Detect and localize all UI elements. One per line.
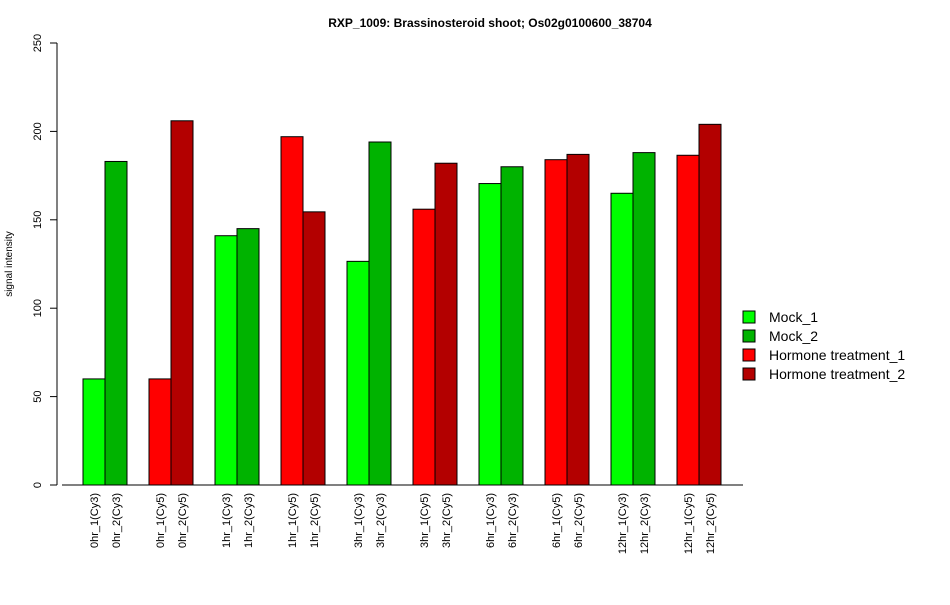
y-tick-label: 50 bbox=[32, 390, 44, 402]
x-tick-label: 0hr_2(Cy5) bbox=[177, 493, 189, 548]
bar-3hr_1(Cy3) bbox=[346, 260, 370, 486]
y-tick-label: 100 bbox=[32, 299, 44, 317]
bar-1hr_1(Cy5) bbox=[280, 136, 304, 486]
bar-6hr_2(Cy3) bbox=[500, 166, 524, 486]
x-tick-label: 6hr_1(Cy5) bbox=[551, 493, 563, 548]
bar-6hr_1(Cy3) bbox=[478, 183, 502, 486]
x-tick-label: 0hr_2(Cy3) bbox=[111, 493, 123, 548]
bar-12hr_2(Cy3) bbox=[632, 152, 656, 486]
y-axis-label: signal intensity bbox=[4, 231, 15, 297]
bar-12hr_1(Cy3) bbox=[610, 192, 634, 486]
x-tick-label: 0hr_1(Cy3) bbox=[89, 493, 101, 548]
bar-3hr_2(Cy3) bbox=[368, 141, 392, 486]
bar-12hr_2(Cy5) bbox=[698, 123, 722, 486]
x-tick-label: 1hr_2(Cy5) bbox=[309, 493, 321, 548]
x-tick-label: 12hr_1(Cy5) bbox=[683, 493, 695, 554]
x-tick-label: 6hr_1(Cy3) bbox=[485, 493, 497, 548]
legend-label: Hormone treatment_2 bbox=[769, 366, 905, 382]
y-axis: 0 50 100 150 200 250 bbox=[32, 34, 58, 488]
bar-1hr_2(Cy5) bbox=[302, 211, 326, 486]
x-tick-label: 12hr_2(Cy3) bbox=[639, 493, 651, 554]
bar-0hr_1(Cy3) bbox=[82, 378, 106, 486]
x-tick-label: 6hr_2(Cy5) bbox=[573, 493, 585, 548]
chart-title: RXP_1009: Brassinosteroid shoot; Os02g01… bbox=[328, 16, 652, 30]
bar-6hr_1(Cy5) bbox=[544, 159, 568, 486]
bar-6hr_2(Cy5) bbox=[566, 153, 590, 486]
legend-label: Mock_1 bbox=[769, 309, 818, 325]
bar-0hr_1(Cy5) bbox=[148, 378, 172, 486]
x-tick-label: 12hr_2(Cy5) bbox=[705, 493, 717, 554]
x-tick-label: 6hr_2(Cy3) bbox=[507, 493, 519, 548]
bar-3hr_1(Cy5) bbox=[412, 208, 436, 486]
bar-1hr_2(Cy3) bbox=[236, 228, 260, 486]
x-tick-label: 3hr_1(Cy5) bbox=[419, 493, 431, 548]
x-tick-label: 0hr_1(Cy5) bbox=[155, 493, 167, 548]
x-tick-label: 1hr_1(Cy3) bbox=[221, 493, 233, 548]
x-tick-label: 3hr_1(Cy3) bbox=[353, 493, 365, 548]
bar-12hr_1(Cy5) bbox=[676, 154, 700, 486]
y-tick-label: 250 bbox=[32, 34, 44, 52]
bar-0hr_2(Cy5) bbox=[170, 120, 194, 486]
x-tick-label: 3hr_2(Cy3) bbox=[375, 493, 387, 548]
legend: Mock_1 Mock_2 Hormone treatment_1 Hormone t… bbox=[742, 309, 905, 382]
y-tick-label: 0 bbox=[32, 482, 44, 488]
x-tick-labels: 0hr_1(Cy3) 0hr_2(Cy3) 0hr_1(Cy5) 0hr_2(Cy5)… bbox=[89, 493, 717, 554]
legend-swatch bbox=[742, 310, 756, 324]
x-tick-label: 12hr_1(Cy3) bbox=[617, 493, 629, 554]
bar-3hr_2(Cy5) bbox=[434, 162, 458, 486]
y-tick-label: 150 bbox=[32, 211, 44, 229]
x-tick-label: 3hr_2(Cy5) bbox=[441, 493, 453, 548]
legend-label: Hormone treatment_1 bbox=[769, 347, 905, 363]
bars bbox=[82, 120, 722, 486]
legend-swatch bbox=[742, 329, 756, 343]
y-tick-label: 200 bbox=[32, 122, 44, 140]
x-tick-label: 1hr_1(Cy5) bbox=[287, 493, 299, 548]
bar-1hr_1(Cy3) bbox=[214, 235, 238, 486]
bar-0hr_2(Cy3) bbox=[104, 160, 128, 486]
legend-swatch bbox=[742, 348, 756, 362]
legend-label: Mock_2 bbox=[769, 328, 818, 344]
x-tick-label: 1hr_2(Cy3) bbox=[243, 493, 255, 548]
legend-swatch bbox=[742, 367, 756, 381]
